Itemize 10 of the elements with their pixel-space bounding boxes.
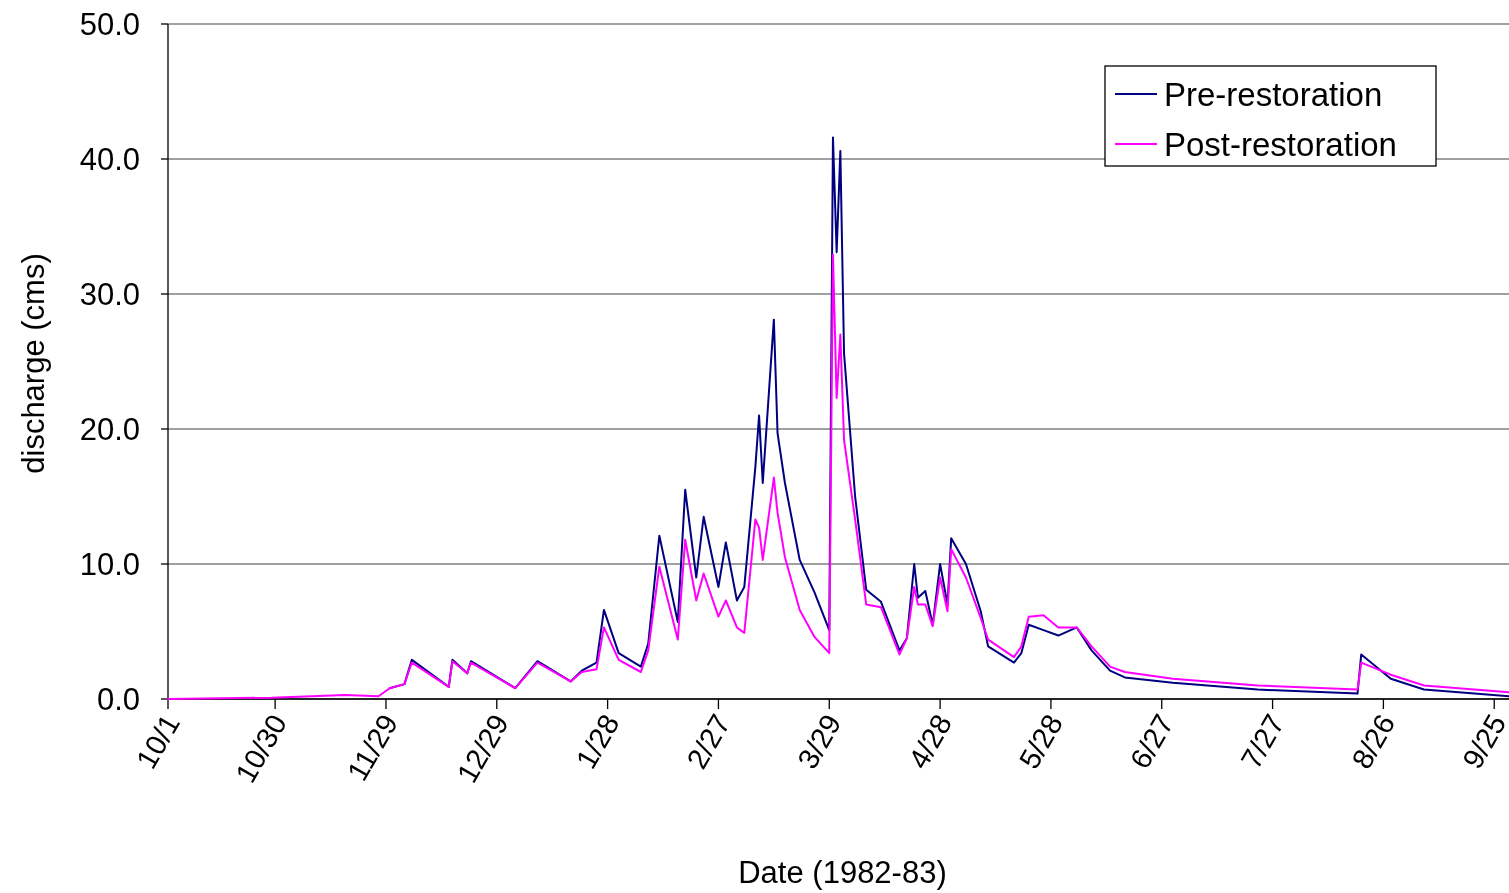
y-tick-label: 20.0 bbox=[79, 411, 140, 447]
y-tick-label: 40.0 bbox=[79, 141, 140, 177]
y-tick-label: 10.0 bbox=[79, 546, 140, 582]
legend-label: Post-restoration bbox=[1164, 125, 1397, 163]
legend-label: Pre-restoration bbox=[1164, 75, 1383, 113]
y-axis-title: discharge (cms) bbox=[16, 253, 51, 474]
y-tick-label: 0.0 bbox=[96, 681, 140, 717]
x-axis-title: Date (1982-83) bbox=[738, 855, 947, 890]
y-tick-label: 30.0 bbox=[79, 276, 140, 312]
y-tick-label: 50.0 bbox=[79, 6, 140, 42]
